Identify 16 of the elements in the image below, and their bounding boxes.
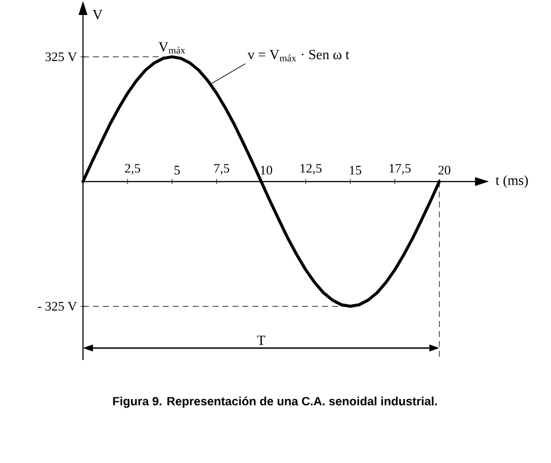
annotation: V$_{máx}$ [158,42,186,54]
y-axis-title: V [92,10,102,20]
x-tick-label: 2,5 [124,164,140,175]
text: Figura 9. Representación de una C.A. senoidal industrial. [113,396,437,408]
x-tick-label: 20 [438,166,450,175]
x-axis-title: t (ms) [496,175,528,188]
annotation: T [257,336,266,345]
x-tick-label: 7,5 [214,164,230,175]
x-tick-label: 10 [260,166,272,175]
x-tick-label: 5 [174,166,180,175]
x-tick-label: 15 [350,166,362,175]
x-tick-label: 12,5 [300,164,322,175]
y-tick-label: 325 V [46,52,77,62]
annotation: v = V$_{máx}$ · Sen ω t [248,50,350,62]
y-tick-label: - 325 V [38,302,77,311]
x-tick-label: 17,5 [390,164,411,175]
